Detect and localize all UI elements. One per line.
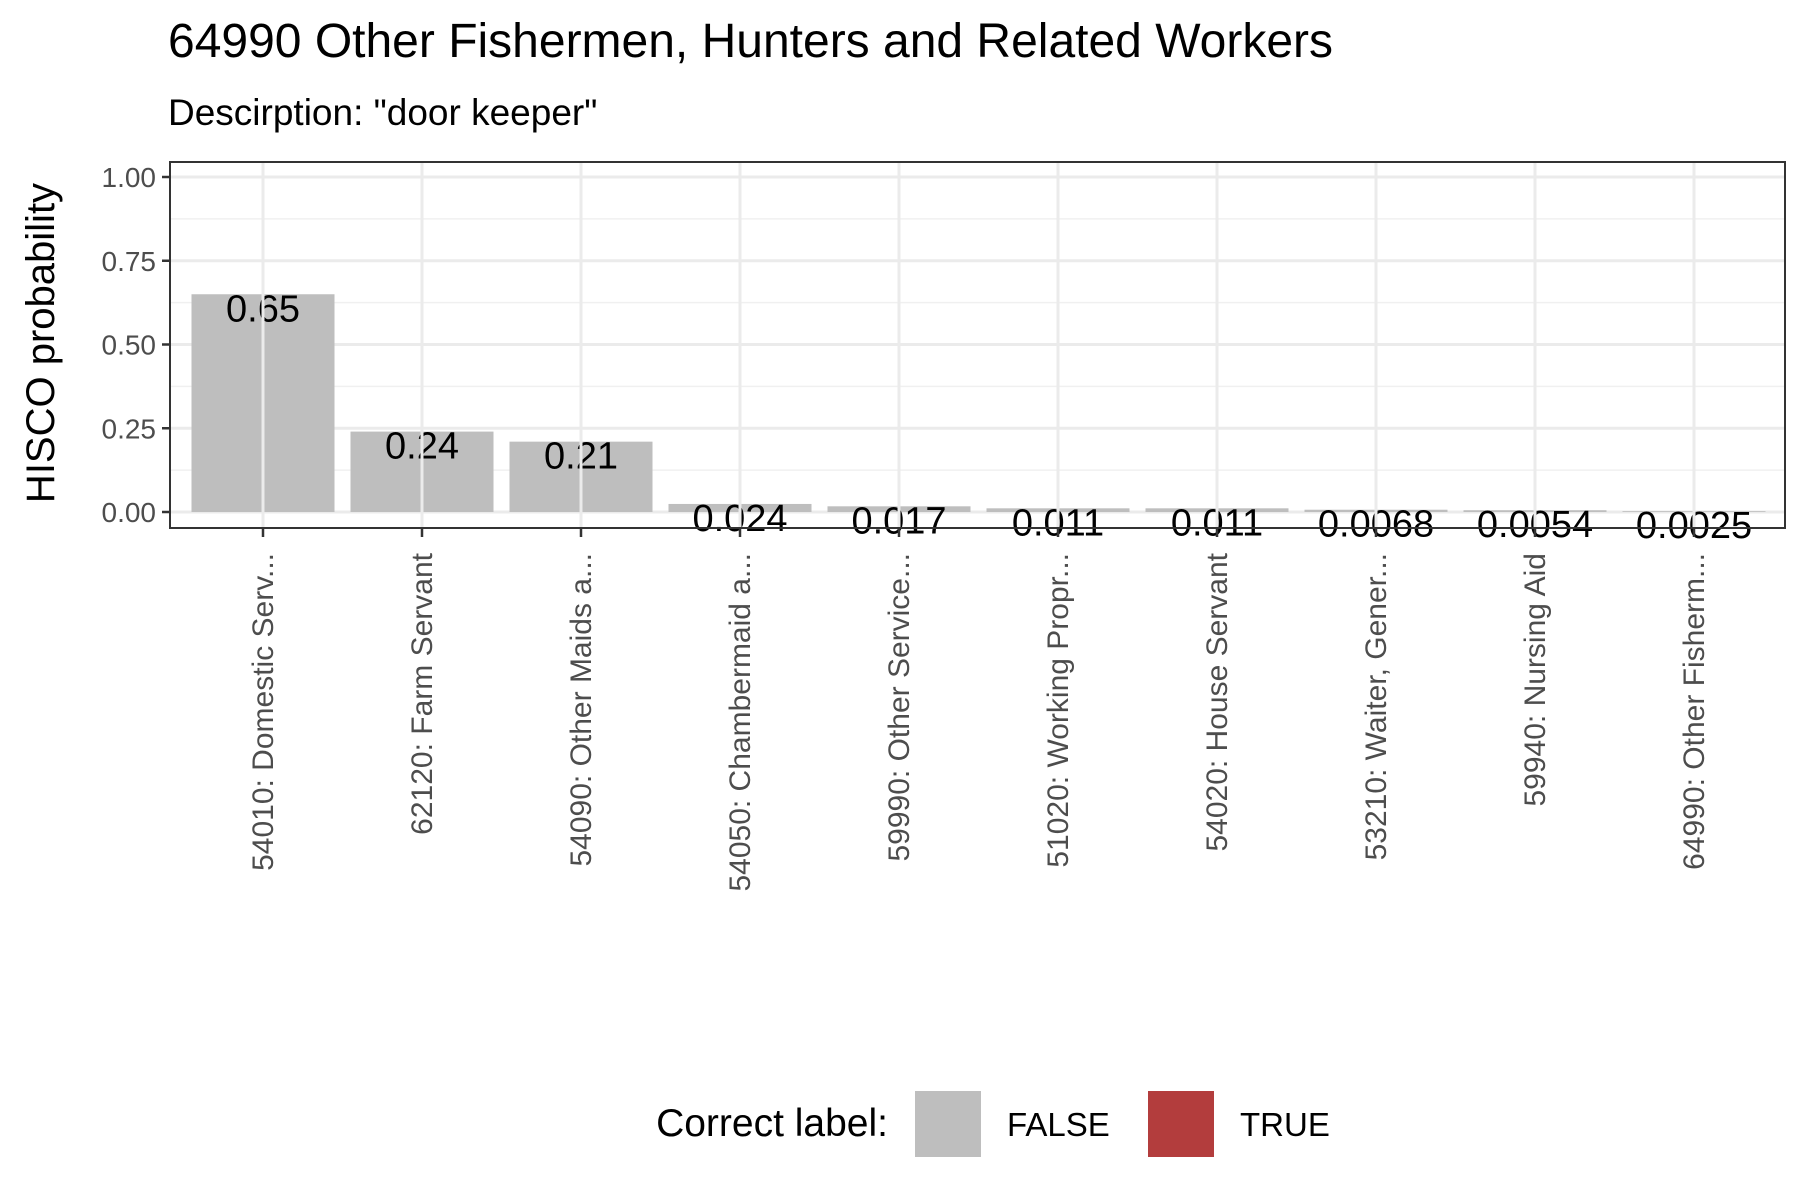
legend-key-false — [915, 1091, 981, 1157]
x-tick-label: 62120: Farm Servant — [406, 552, 439, 834]
legend: Correct label: FALSE TRUE — [656, 1091, 1330, 1157]
y-tick-label: 0.00 — [102, 497, 157, 528]
x-tick-label: 51020: Working Propr... — [1042, 553, 1075, 868]
x-tick-label: 54020: House Servant — [1201, 552, 1234, 851]
y-axis-title: HISCO probability — [19, 183, 63, 503]
chart-title: 64990 Other Fishermen, Hunters and Relat… — [168, 15, 1334, 68]
y-tick-label: 0.75 — [102, 246, 157, 277]
y-tick-label: 0.50 — [102, 330, 157, 361]
x-tick-label: 54090: Other Maids a... — [565, 553, 598, 867]
y-tick-label: 1.00 — [102, 162, 157, 193]
x-tick-labels: 54010: Domestic Serv... 62120: Farm Serva… — [247, 552, 1711, 891]
x-tick-label: 54010: Domestic Serv... — [247, 553, 280, 871]
legend-title: Correct label: — [656, 1102, 888, 1145]
legend-label: TRUE — [1240, 1106, 1330, 1143]
chart-subtitle: Descirption: "door keeper" — [168, 92, 598, 133]
panel-border — [169, 161, 1786, 529]
y-tick-label: 0.25 — [102, 413, 157, 444]
legend-label: FALSE — [1007, 1106, 1110, 1143]
x-tick-label: 64990: Other Fisherm... — [1678, 553, 1711, 870]
x-tick-label: 53210: Waiter, Gener... — [1360, 553, 1393, 860]
x-tick-label: 59990: Other Service... — [883, 553, 916, 862]
x-tick-label: 59940: Nursing Aid — [1519, 553, 1552, 807]
x-tick-label: 54050: Chambermaid a... — [724, 553, 757, 892]
legend-key-true — [1148, 1091, 1214, 1157]
